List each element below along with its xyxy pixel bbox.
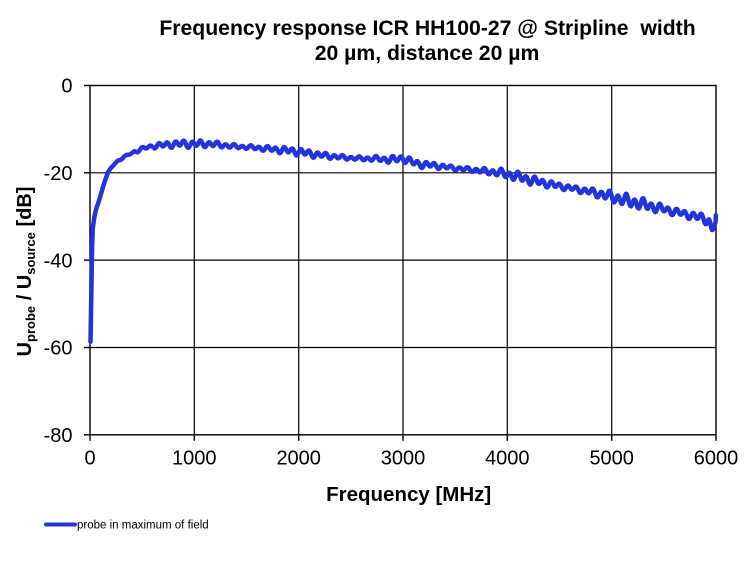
svg-text:Frequency response ICR HH100-2: Frequency response ICR HH100-27 @ Stripl…: [159, 17, 695, 40]
svg-text:0: 0: [84, 448, 95, 470]
svg-text:Uprobe / Usource [dB]: Uprobe / Usource [dB]: [14, 187, 38, 357]
svg-text:probe in maximum of field: probe in maximum of field: [77, 520, 209, 532]
svg-text:-20: -20: [44, 163, 73, 185]
svg-text:3000: 3000: [381, 448, 426, 470]
svg-text:0: 0: [61, 76, 72, 98]
svg-text:Frequency [MHz]: Frequency [MHz]: [326, 483, 491, 506]
svg-text:20 µm, distance 20 µm: 20 µm, distance 20 µm: [315, 42, 540, 65]
svg-text:5000: 5000: [589, 448, 634, 470]
svg-text:1000: 1000: [172, 448, 217, 470]
svg-text:4000: 4000: [485, 448, 530, 470]
svg-text:-60: -60: [44, 338, 73, 360]
svg-text:-40: -40: [44, 250, 73, 272]
svg-text:2000: 2000: [276, 448, 321, 470]
svg-text:-80: -80: [44, 425, 73, 447]
svg-text:6000: 6000: [694, 448, 739, 470]
